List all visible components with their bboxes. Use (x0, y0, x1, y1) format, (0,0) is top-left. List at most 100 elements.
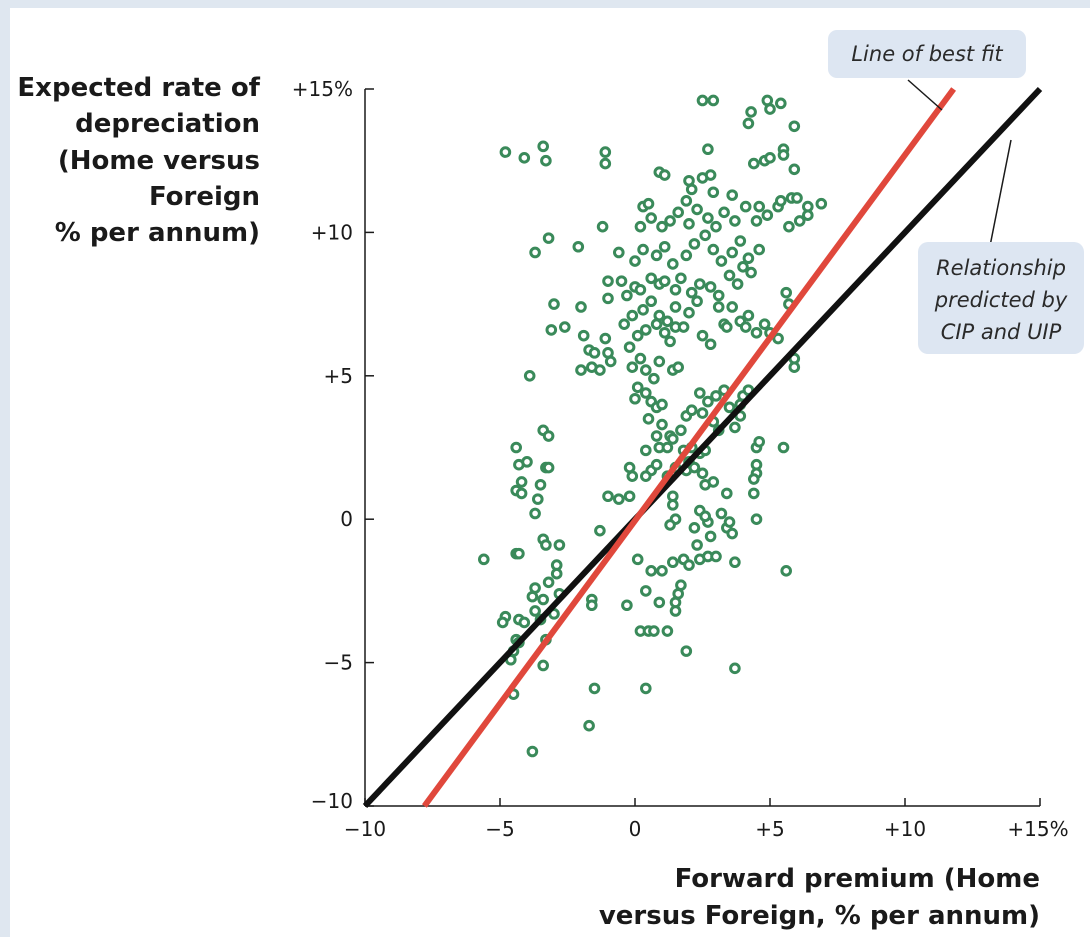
data-point (793, 215, 806, 227)
data-point (613, 493, 625, 505)
data-point (526, 745, 539, 758)
data-point (672, 206, 685, 219)
data-point (575, 301, 587, 313)
data-point (596, 220, 609, 233)
data-point (783, 220, 795, 233)
data-point (791, 192, 803, 204)
data-point (499, 146, 512, 158)
data-point (802, 200, 814, 213)
data-point (537, 659, 550, 672)
data-point (640, 324, 652, 336)
data-point (618, 318, 631, 330)
y-axis-title-line: Foreign (149, 182, 260, 212)
data-point (534, 478, 547, 491)
y-tick-label: +10 (311, 220, 353, 244)
data-point (745, 106, 757, 118)
data-point (637, 243, 649, 256)
data-point (721, 487, 733, 500)
data-point (637, 304, 649, 316)
x-tick-label: −10 (344, 817, 386, 841)
callout-cip-uip-leader (989, 139, 1012, 247)
data-point (685, 286, 698, 299)
data-point (761, 94, 774, 107)
data-point (615, 275, 628, 287)
data-point (680, 195, 693, 207)
data-point (788, 163, 801, 176)
data-point (675, 424, 687, 437)
data-point (788, 120, 801, 133)
data-point (702, 212, 714, 224)
data-point (626, 309, 639, 322)
data-point (683, 217, 695, 230)
data-point (510, 441, 523, 454)
data-point (777, 149, 790, 161)
data-point (672, 361, 685, 373)
callout-best-fit-leader (907, 79, 943, 111)
data-point (680, 645, 693, 657)
data-point (548, 298, 560, 310)
data-point (742, 252, 755, 265)
callout-best-fit-text: Line of best fit (851, 42, 1003, 66)
data-point (675, 579, 687, 591)
data-point (731, 278, 744, 290)
data-point (691, 203, 703, 216)
data-point (723, 269, 736, 282)
data-point (640, 387, 652, 399)
data-point (545, 324, 558, 336)
data-point (629, 392, 641, 405)
data-point (550, 567, 563, 580)
data-point (702, 395, 714, 408)
data-point (750, 215, 763, 227)
data-point (521, 456, 533, 468)
y-tick-label: 0 (340, 507, 353, 531)
data-point (650, 458, 663, 471)
data-point (645, 565, 658, 577)
data-point (750, 513, 763, 526)
data-point (712, 301, 725, 313)
data-point (626, 361, 639, 373)
data-point (739, 321, 752, 333)
data-point (629, 255, 641, 267)
data-point (748, 487, 760, 500)
data-point (594, 364, 606, 376)
data-point (664, 335, 676, 348)
data-point (540, 539, 552, 551)
data-point (583, 719, 595, 732)
data-point (653, 355, 666, 368)
data-point (729, 421, 741, 434)
data-point (704, 530, 717, 543)
data-point (710, 550, 722, 563)
data-point (704, 338, 717, 351)
data-point (537, 140, 550, 153)
data-point (680, 249, 693, 262)
data-point (559, 321, 571, 333)
data-point (634, 283, 647, 296)
data-point (696, 407, 709, 419)
data-point (540, 154, 552, 167)
data-point (661, 315, 674, 328)
data-point (599, 146, 612, 158)
x-tick-label: 0 (629, 817, 642, 841)
data-point (704, 169, 717, 181)
x-tick-label: +10 (884, 817, 926, 841)
data-point (658, 169, 671, 181)
data-point (518, 616, 531, 629)
data-point (542, 232, 555, 244)
data-point (602, 275, 614, 287)
data-point (675, 272, 687, 285)
data-point (745, 266, 757, 279)
data-point (621, 289, 633, 302)
data-point (515, 487, 528, 500)
data-point (667, 258, 679, 270)
data-point (753, 435, 766, 448)
data-point (772, 332, 784, 345)
data-point (642, 197, 655, 210)
data-point (653, 596, 666, 609)
data-point (667, 433, 679, 445)
data-point (691, 295, 703, 308)
data-point (753, 243, 766, 256)
data-point (750, 326, 763, 339)
data-point (653, 309, 666, 322)
data-point (645, 212, 658, 224)
data-point (664, 519, 676, 531)
